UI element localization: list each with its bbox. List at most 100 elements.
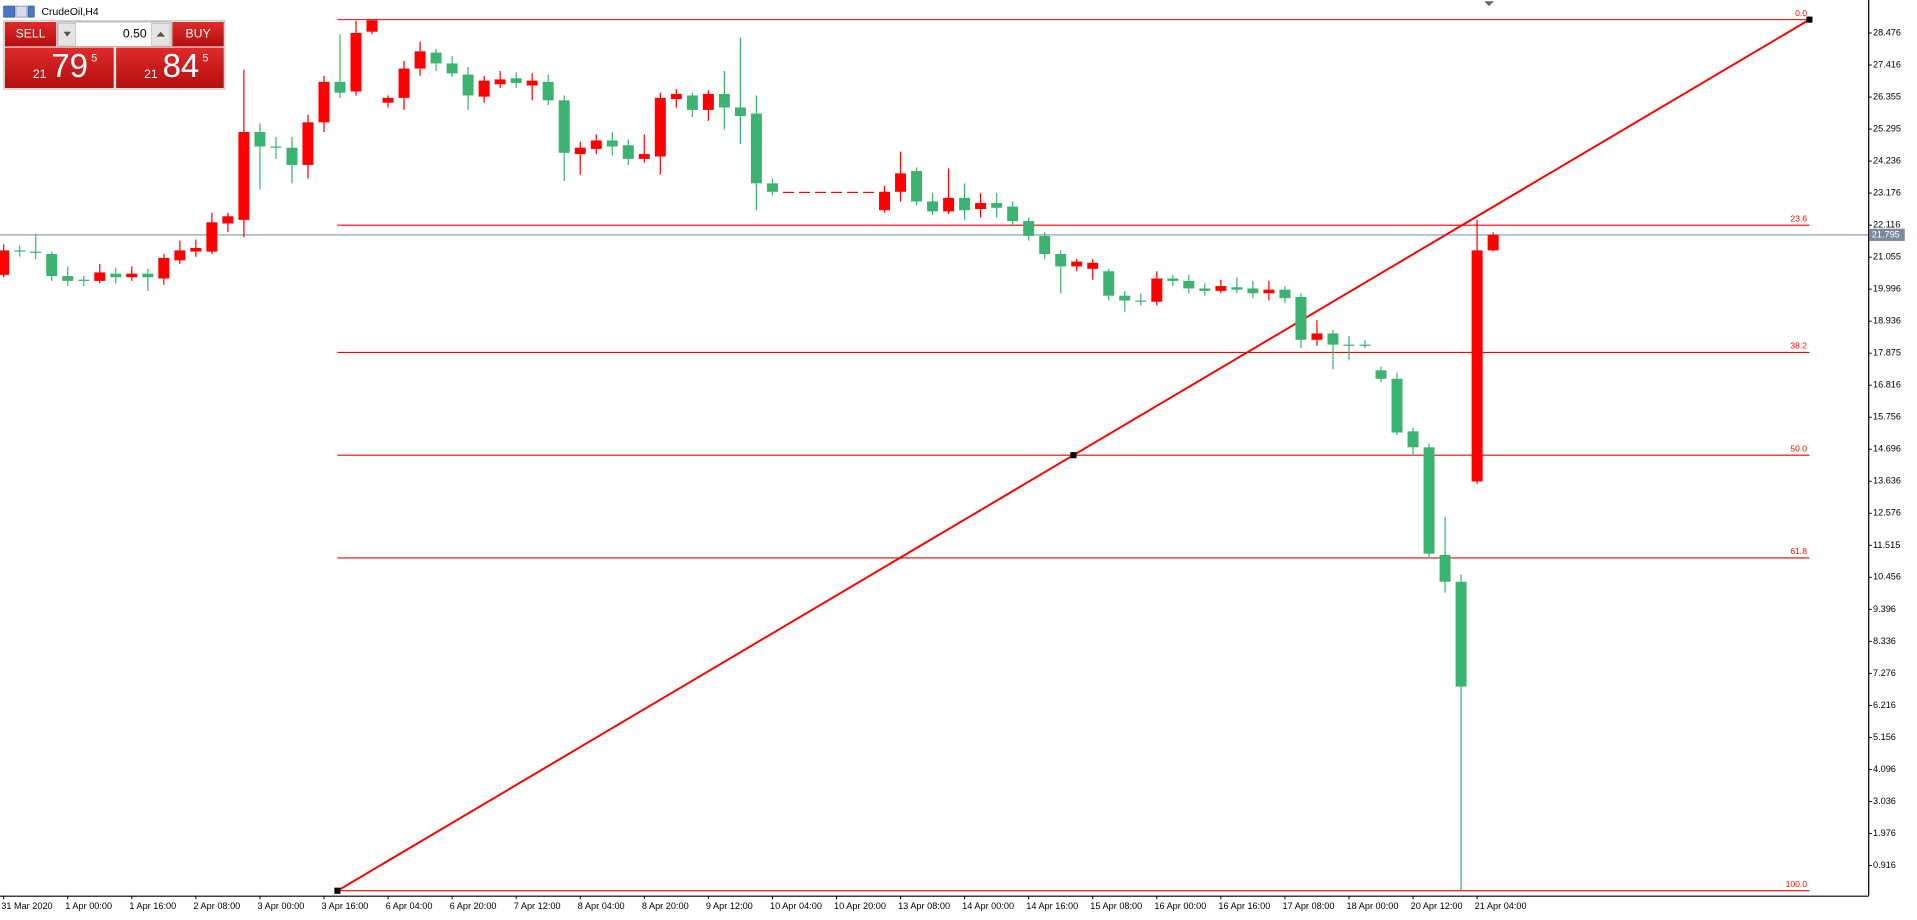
- x-tick-label: 6 Apr 04:00: [386, 901, 433, 911]
- candle-body: [879, 191, 891, 211]
- trade-panel: SELL 0.50 BUY 21 79 5 21 84 5: [3, 20, 226, 90]
- candle-body: [462, 74, 474, 96]
- x-tick-label: 14 Apr 16:00: [1026, 901, 1078, 911]
- anchor-point: [334, 887, 341, 894]
- candle-body: [975, 202, 987, 210]
- candle-body: [798, 191, 810, 194]
- candle-body: [1343, 344, 1355, 346]
- candle-body: [750, 113, 762, 184]
- fib-level-label: 23.6: [1790, 213, 1807, 223]
- x-tick-label: 7 Apr 12:00: [514, 901, 561, 911]
- candle-body: [254, 131, 266, 147]
- buy-button[interactable]: [172, 21, 224, 47]
- candle-body: [206, 222, 218, 252]
- candle-body: [686, 95, 698, 110]
- candle-body: [927, 201, 939, 212]
- plot-area: 0.0 23.6 38.2 50.0 61.8 100.0: [0, 8, 1869, 894]
- icon: [27, 5, 35, 18]
- x-tick-label: 21 Apr 04:00: [1475, 901, 1527, 911]
- anchor-point: [1070, 452, 1077, 459]
- candle-body: [302, 122, 314, 165]
- candle-body: [174, 250, 186, 261]
- current-price-box: [1869, 228, 1905, 241]
- buy-price-box[interactable]: [116, 47, 224, 88]
- x-tick-label: 1 Apr 16:00: [129, 901, 176, 911]
- candle-body: [718, 93, 730, 108]
- y-tick-label: 27.416: [1873, 59, 1901, 69]
- sell-price-box[interactable]: [4, 47, 114, 88]
- candle-body: [1183, 280, 1195, 289]
- candle-body: [814, 191, 826, 194]
- y-tick-label: 14.696: [1873, 444, 1901, 454]
- x-tick-label: 8 Apr 04:00: [578, 901, 625, 911]
- candle-body: [1439, 554, 1451, 582]
- candle-body: [863, 191, 875, 194]
- buy-price-frac: 5: [202, 53, 208, 65]
- arrow-down: [63, 31, 71, 37]
- x-tick-label: 10 Apr 04:00: [770, 901, 822, 911]
- sell-button[interactable]: [4, 21, 57, 47]
- candle-body: [991, 202, 1003, 208]
- y-tick-label: 6.216: [1873, 700, 1896, 710]
- candle-body: [542, 81, 554, 101]
- y-tick-label: 28.476: [1873, 27, 1901, 37]
- y-tick-label: 15.756: [1873, 412, 1901, 422]
- candle-body: [574, 147, 586, 155]
- candle-body: [847, 191, 859, 194]
- candle-body: [1071, 261, 1083, 267]
- arrow-up: [156, 31, 166, 37]
- candle-body: [1199, 288, 1211, 291]
- candle-body: [830, 191, 842, 194]
- candle-body: [1471, 250, 1483, 482]
- candle-body: [766, 183, 778, 192]
- x-tick-label: 18 Apr 00:00: [1347, 901, 1399, 911]
- candle-body: [238, 131, 250, 220]
- candle-body: [1263, 289, 1275, 294]
- candle-body: [286, 147, 298, 165]
- candle-body: [46, 254, 58, 277]
- x-tick-label: 3 Apr 00:00: [257, 901, 304, 911]
- sell-price-big: 21: [33, 67, 47, 81]
- candle-body: [1279, 289, 1291, 299]
- candle-body: [622, 145, 634, 159]
- x-tick-label: 16 Apr 00:00: [1154, 901, 1206, 911]
- candle-body: [1487, 234, 1499, 251]
- candle-body: [606, 140, 618, 147]
- lot-value[interactable]: 0.50: [123, 26, 147, 40]
- y-tick-label: 19.996: [1873, 284, 1901, 294]
- fib-level-label: 38.2: [1790, 341, 1807, 351]
- current-price-label: 21.795: [1872, 229, 1900, 239]
- buy-price-main: 84: [163, 47, 200, 84]
- candle-body: [494, 79, 506, 85]
- sell-price-frac: 5: [91, 53, 97, 65]
- sell-label[interactable]: SELL: [16, 26, 46, 40]
- fib-level-label: 0.0: [1795, 8, 1807, 18]
- y-tick-label: 21.055: [1873, 252, 1901, 262]
- candle-body: [670, 93, 682, 100]
- candle-body: [1039, 235, 1051, 255]
- y-tick-label: 9.396: [1873, 604, 1896, 614]
- candle-body: [911, 170, 923, 202]
- fib-level-label: 61.8: [1790, 546, 1807, 556]
- candle-body: [1407, 431, 1419, 448]
- candle-body: [30, 251, 42, 253]
- x-tick-label: 16 Apr 16:00: [1218, 901, 1270, 911]
- y-tick-label: 7.276: [1873, 668, 1896, 678]
- y-tick-label: 22.116: [1873, 220, 1900, 230]
- anchor-point: [1806, 16, 1813, 23]
- candle-body: [350, 32, 362, 92]
- x-tick-label: 1 Apr 00:00: [65, 901, 112, 911]
- candle-body: [734, 107, 746, 116]
- x-tick-label: 15 Apr 08:00: [1090, 901, 1142, 911]
- candle-body: [94, 272, 106, 281]
- y-tick-label: 26.355: [1873, 92, 1901, 102]
- candle-body: [510, 78, 522, 84]
- candle-body: [1327, 333, 1339, 345]
- candle-body: [126, 273, 138, 278]
- buy-label[interactable]: BUY: [185, 26, 210, 40]
- x-tick-label: 6 Apr 20:00: [450, 901, 497, 911]
- symbol-title: CrudeOil,H4: [3, 5, 99, 18]
- candle-body: [702, 93, 714, 110]
- y-tick-label: 13.636: [1873, 476, 1901, 486]
